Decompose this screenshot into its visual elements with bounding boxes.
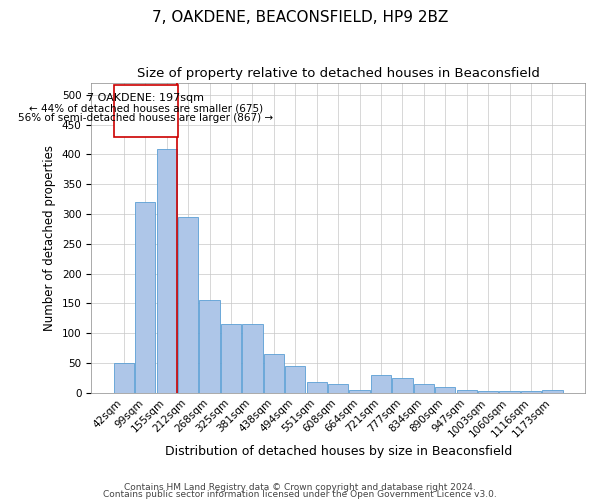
Bar: [285, 366, 305, 392]
Text: 7 OAKDENE: 197sqm: 7 OAKDENE: 197sqm: [87, 93, 204, 103]
Text: 7, OAKDENE, BEACONSFIELD, HP9 2BZ: 7, OAKDENE, BEACONSFIELD, HP9 2BZ: [152, 10, 448, 25]
Bar: [349, 390, 370, 392]
Bar: [413, 384, 434, 392]
Bar: [542, 390, 563, 392]
Bar: [478, 391, 498, 392]
Bar: [371, 374, 391, 392]
Bar: [435, 386, 455, 392]
Bar: [157, 148, 177, 392]
Bar: [392, 378, 413, 392]
Bar: [199, 300, 220, 392]
Bar: [114, 363, 134, 392]
Bar: [178, 217, 199, 392]
Bar: [307, 382, 327, 392]
X-axis label: Distribution of detached houses by size in Beaconsfield: Distribution of detached houses by size …: [164, 444, 512, 458]
Text: Contains public sector information licensed under the Open Government Licence v3: Contains public sector information licen…: [103, 490, 497, 499]
Bar: [263, 354, 284, 393]
Y-axis label: Number of detached properties: Number of detached properties: [43, 145, 56, 331]
Bar: [135, 202, 155, 392]
Bar: [242, 324, 263, 392]
Bar: [328, 384, 349, 392]
Text: 56% of semi-detached houses are larger (867) →: 56% of semi-detached houses are larger (…: [18, 114, 273, 124]
Bar: [113, 86, 178, 136]
Bar: [457, 390, 477, 392]
Text: ← 44% of detached houses are smaller (675): ← 44% of detached houses are smaller (67…: [29, 104, 263, 114]
Text: Contains HM Land Registry data © Crown copyright and database right 2024.: Contains HM Land Registry data © Crown c…: [124, 484, 476, 492]
Title: Size of property relative to detached houses in Beaconsfield: Size of property relative to detached ho…: [137, 68, 539, 80]
Bar: [221, 324, 241, 392]
